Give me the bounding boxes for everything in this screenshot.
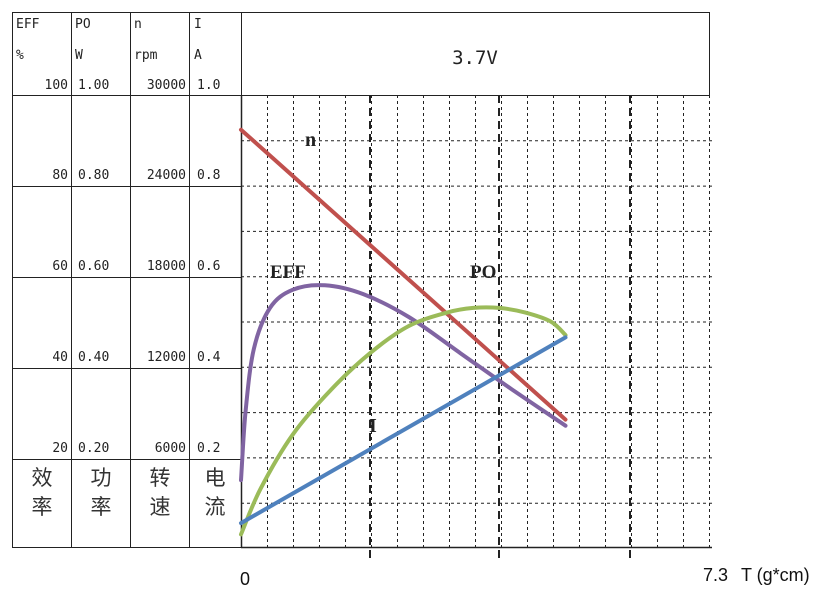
footer-label-n: 速 — [150, 495, 171, 519]
axis-tick-label: 0.2 — [197, 441, 220, 456]
axis-tick-label: 0.6 — [197, 259, 220, 274]
series-line-i — [239, 335, 568, 526]
axis-tick-label: 20 — [52, 441, 68, 456]
axis-tick-label: 24000 — [147, 168, 186, 183]
footer-label-po: 功 — [91, 466, 112, 490]
chart-title: 3.7V — [452, 47, 498, 69]
axis-tick-label: 18000 — [147, 259, 186, 274]
axis-head-title: I — [194, 17, 202, 32]
axis-head-unit: A — [194, 48, 202, 63]
footer-label-po: 率 — [91, 495, 112, 519]
x-start-label: 0 — [240, 569, 250, 589]
series-line-po — [239, 305, 568, 537]
axis-table — [12, 12, 242, 548]
x-end-label: 7.3 — [703, 565, 728, 585]
axis-tick-label: 12000 — [147, 350, 186, 365]
axis-tick-label: 40 — [52, 350, 68, 365]
plot-grid — [241, 95, 712, 560]
axis-max-value: 100 — [45, 78, 68, 93]
series-layer — [239, 127, 568, 537]
axis-tick-label: 0.60 — [78, 259, 109, 274]
series-label-po: PO — [470, 262, 496, 283]
footer-label-i: 电 — [205, 466, 226, 490]
series-label-i: I — [369, 415, 377, 437]
axis-head-title: n — [134, 17, 142, 32]
axis-footer-labels: 效 率 功 率 转 速 电 流 — [32, 466, 226, 519]
axis-column-n: n rpm 30000 24000 18000 12000 6000 — [134, 17, 186, 456]
axis-tick-label: 0.20 — [78, 441, 109, 456]
axis-tick-label: 60 — [52, 259, 68, 274]
x-axis-title: T (g*cm) — [741, 565, 810, 585]
axis-column-eff: EFF % 100 80 60 40 20 — [16, 17, 68, 456]
axis-head-unit: rpm — [134, 48, 158, 63]
footer-label-n: 转 — [150, 466, 171, 490]
axis-head-title: PO — [75, 17, 91, 32]
axis-column-i: I A 1.0 0.8 0.6 0.4 0.2 — [194, 17, 221, 456]
axis-max-value: 30000 — [147, 78, 186, 93]
axis-tick-label: 0.80 — [78, 168, 109, 183]
footer-label-eff: 率 — [32, 495, 53, 519]
axis-head-unit: % — [16, 48, 24, 63]
axis-tick-label: 80 — [52, 168, 68, 183]
axis-tick-label: 0.40 — [78, 350, 109, 365]
axis-head-title: EFF — [16, 17, 40, 32]
axis-tick-label: 6000 — [155, 441, 186, 456]
axis-tick-label: 0.8 — [197, 168, 220, 183]
axis-tick-label: 0.4 — [197, 350, 221, 365]
footer-label-eff: 效 — [32, 466, 53, 490]
series-line-n — [239, 127, 568, 422]
series-line-eff — [239, 283, 568, 483]
axis-column-po: PO W 1.00 0.80 0.60 0.40 0.20 — [75, 17, 109, 456]
axis-max-value: 1.0 — [197, 78, 220, 93]
axis-max-value: 1.00 — [78, 78, 109, 93]
series-label-n: n — [305, 129, 316, 151]
series-label-eff: EFF — [270, 262, 306, 283]
footer-label-i: 流 — [205, 495, 226, 519]
axis-head-unit: W — [75, 48, 83, 63]
